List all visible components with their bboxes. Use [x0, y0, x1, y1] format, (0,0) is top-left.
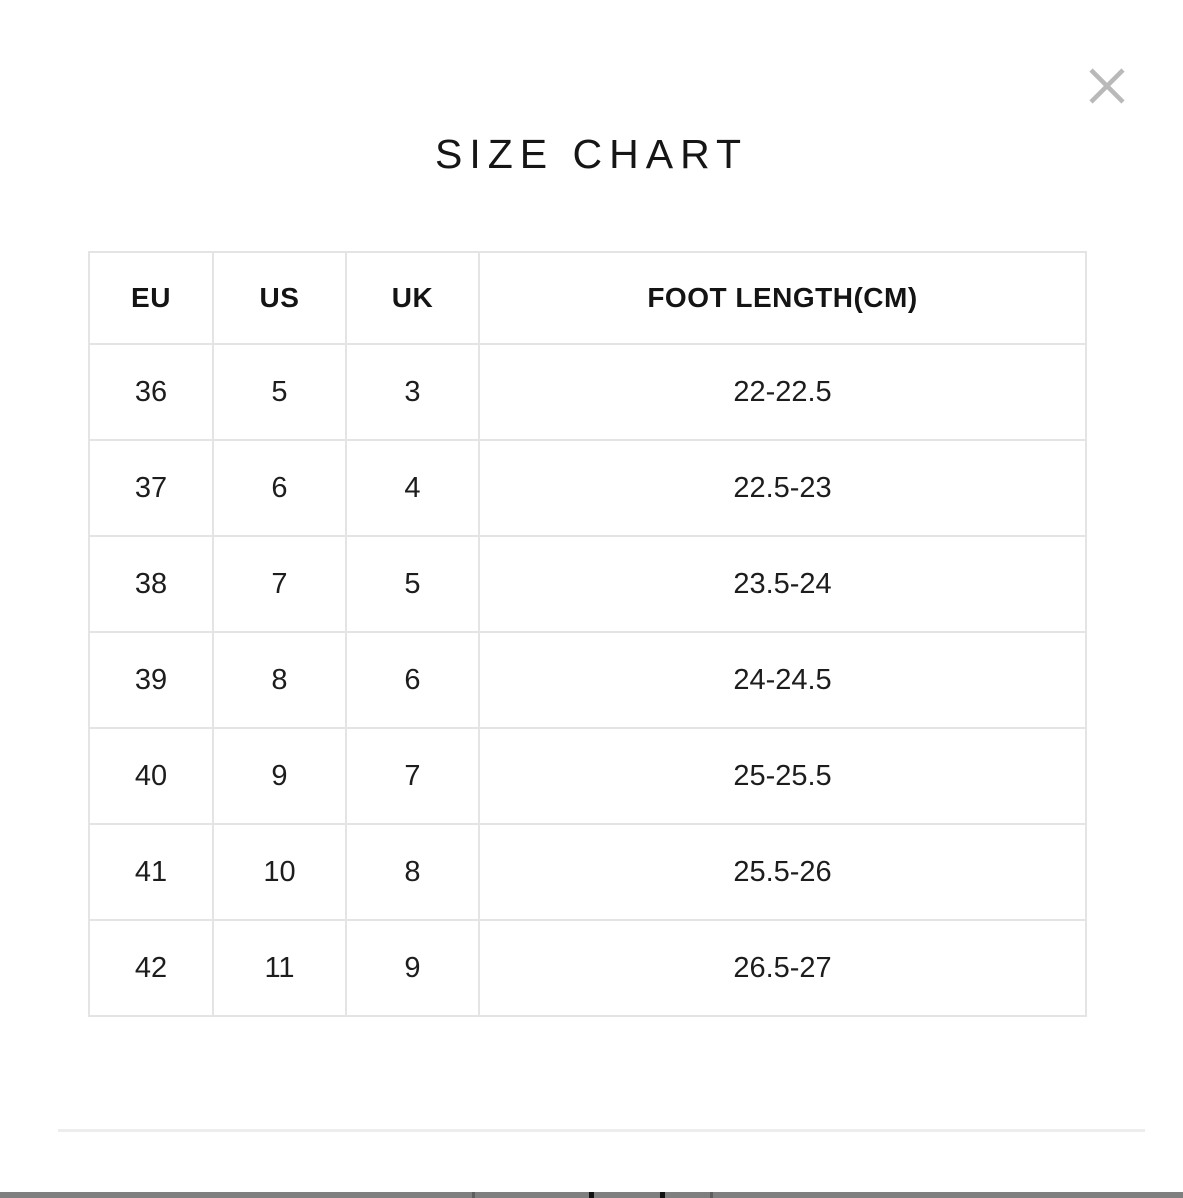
close-icon: [1089, 68, 1125, 104]
close-button[interactable]: [1082, 61, 1132, 111]
table-row: 37 6 4 22.5-23: [88, 439, 1087, 537]
table-cell: 25.5-26: [478, 823, 1087, 921]
modal-title: SIZE CHART: [435, 131, 748, 177]
table-cell: 23.5-24: [478, 535, 1087, 633]
table-cell: 26.5-27: [478, 919, 1087, 1017]
table-cell: 8: [345, 823, 480, 921]
table-cell: 4: [345, 439, 480, 537]
column-header-foot-length: FOOT LENGTH(CM): [478, 251, 1087, 345]
table-cell: 42: [88, 919, 214, 1017]
table-cell: 22-22.5: [478, 343, 1087, 441]
table-cell: 41: [88, 823, 214, 921]
table-cell: 3: [345, 343, 480, 441]
table-cell: 7: [212, 535, 347, 633]
table-row: 40 9 7 25-25.5: [88, 727, 1087, 825]
table-cell: 8: [212, 631, 347, 729]
table-cell: 9: [345, 919, 480, 1017]
table-cell: 10: [212, 823, 347, 921]
bottom-bar-mark: [660, 1192, 665, 1198]
column-header-uk: UK: [345, 251, 480, 345]
divider: [58, 1129, 1145, 1132]
table-cell: 22.5-23: [478, 439, 1087, 537]
column-header-eu: EU: [88, 251, 214, 345]
table-cell: 24-24.5: [478, 631, 1087, 729]
header-row: EU US UK FOOT LENGTH(CM): [88, 251, 1087, 345]
table-cell: 6: [212, 439, 347, 537]
table-cell: 37: [88, 439, 214, 537]
table-cell: 39: [88, 631, 214, 729]
bottom-bar-mark: [589, 1192, 594, 1198]
table-cell: 11: [212, 919, 347, 1017]
table-row: 36 5 3 22-22.5: [88, 343, 1087, 441]
table-row: 38 7 5 23.5-24: [88, 535, 1087, 633]
table-cell: 9: [212, 727, 347, 825]
bottom-bar-mark: [472, 1192, 475, 1198]
table-cell: 5: [212, 343, 347, 441]
table-row: 39 8 6 24-24.5: [88, 631, 1087, 729]
table-cell: 5: [345, 535, 480, 633]
size-table: EU US UK FOOT LENGTH(CM) 36 5 3 22-22.5 …: [88, 251, 1087, 1017]
table-cell: 36: [88, 343, 214, 441]
table-cell: 7: [345, 727, 480, 825]
table-row: 42 11 9 26.5-27: [88, 919, 1087, 1017]
table-cell: 38: [88, 535, 214, 633]
column-header-us: US: [212, 251, 347, 345]
table-cell: 40: [88, 727, 214, 825]
bottom-cutoff-bar: [0, 1192, 1183, 1198]
table-cell: 25-25.5: [478, 727, 1087, 825]
table-cell: 6: [345, 631, 480, 729]
table-row: 41 10 8 25.5-26: [88, 823, 1087, 921]
bottom-bar-mark: [710, 1192, 713, 1198]
